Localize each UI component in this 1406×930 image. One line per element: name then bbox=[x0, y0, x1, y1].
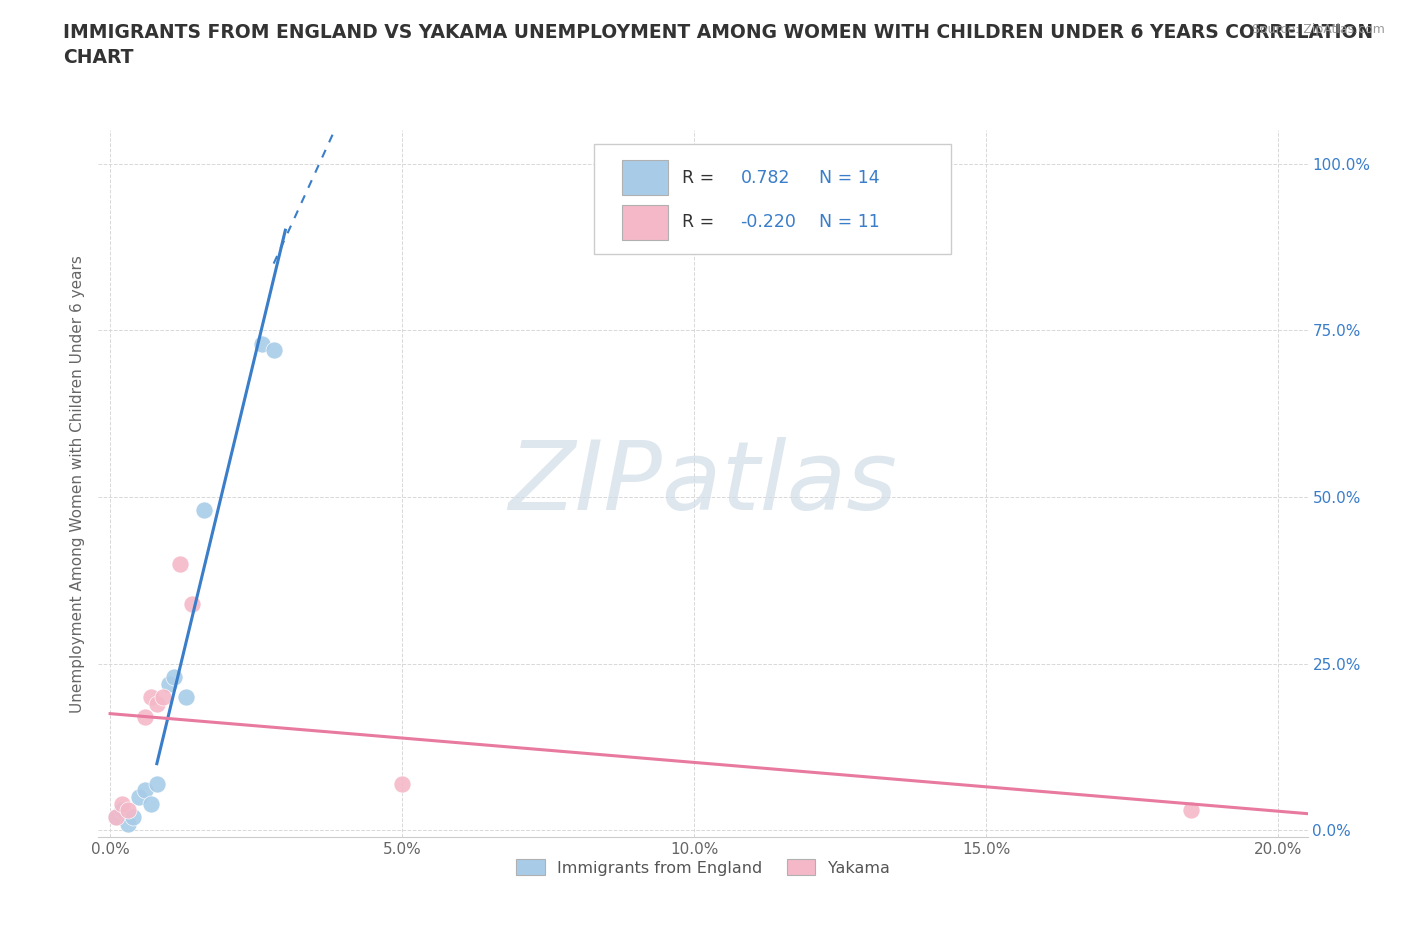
Text: N = 14: N = 14 bbox=[820, 168, 880, 187]
Text: ZIPatlas: ZIPatlas bbox=[509, 437, 897, 530]
Point bbox=[128, 790, 150, 804]
Text: 0.782: 0.782 bbox=[741, 168, 790, 187]
Text: -0.220: -0.220 bbox=[741, 213, 796, 231]
Point bbox=[263, 343, 285, 358]
Point bbox=[139, 796, 162, 811]
Point bbox=[174, 689, 197, 704]
Point bbox=[117, 803, 139, 817]
Point bbox=[104, 809, 127, 824]
Point bbox=[1180, 803, 1202, 817]
Point bbox=[180, 596, 202, 611]
Point bbox=[163, 670, 186, 684]
Text: IMMIGRANTS FROM ENGLAND VS YAKAMA UNEMPLOYMENT AMONG WOMEN WITH CHILDREN UNDER 6: IMMIGRANTS FROM ENGLAND VS YAKAMA UNEMPL… bbox=[63, 23, 1374, 67]
Text: R =: R = bbox=[682, 168, 720, 187]
FancyBboxPatch shape bbox=[595, 144, 950, 254]
Point bbox=[250, 336, 273, 351]
FancyBboxPatch shape bbox=[621, 160, 668, 195]
Point bbox=[134, 710, 156, 724]
Point bbox=[134, 783, 156, 798]
Text: N = 11: N = 11 bbox=[820, 213, 880, 231]
Point bbox=[111, 803, 134, 817]
FancyBboxPatch shape bbox=[621, 205, 668, 240]
Text: Source: ZipAtlas.com: Source: ZipAtlas.com bbox=[1251, 23, 1385, 36]
Point bbox=[146, 777, 169, 791]
Point bbox=[111, 796, 134, 811]
Point bbox=[157, 676, 180, 691]
Point bbox=[104, 809, 127, 824]
Point bbox=[122, 809, 145, 824]
Point bbox=[193, 503, 215, 518]
Point bbox=[391, 777, 413, 791]
Point bbox=[117, 817, 139, 831]
Point bbox=[139, 689, 162, 704]
Y-axis label: Unemployment Among Women with Children Under 6 years: Unemployment Among Women with Children U… bbox=[69, 255, 84, 712]
Text: R =: R = bbox=[682, 213, 720, 231]
Point bbox=[169, 556, 191, 571]
Point bbox=[146, 697, 169, 711]
Legend: Immigrants from England, Yakama: Immigrants from England, Yakama bbox=[509, 853, 897, 882]
Point bbox=[152, 689, 174, 704]
